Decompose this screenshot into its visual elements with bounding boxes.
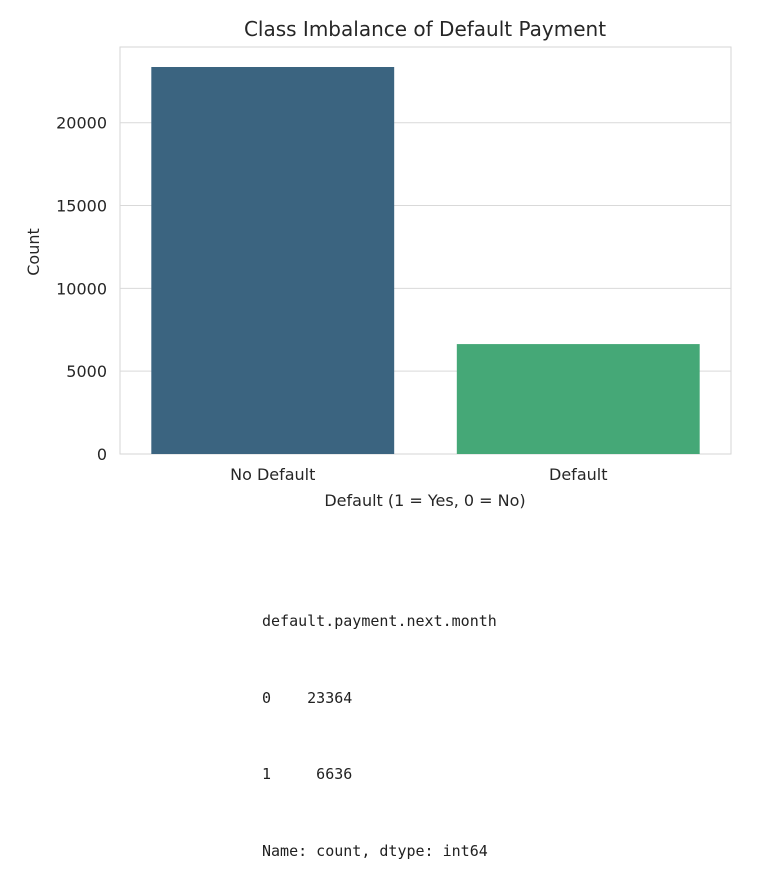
output-line-2: 1 6636 <box>262 765 353 783</box>
output-line-1: 0 23364 <box>262 688 353 707</box>
y-tick-labels: 0 5000 10000 15000 20000 <box>56 114 107 464</box>
y-tick-label: 0 <box>97 445 107 464</box>
y-tick-label: 15000 <box>56 197 107 216</box>
bar-no-default <box>151 67 395 454</box>
bar-default <box>456 344 700 454</box>
console-output: default.payment.next.month 0 23364 1 663… <box>262 558 497 890</box>
output-line-0: default.payment.next.month <box>262 612 497 630</box>
x-tick-label: Default <box>549 465 607 484</box>
output-line-3: Name: count, dtype: int64 <box>262 841 488 860</box>
bars <box>151 67 700 454</box>
y-axis-label: Count <box>24 228 43 276</box>
y-tick-label: 20000 <box>56 114 107 133</box>
x-tick-labels: No Default Default <box>230 465 607 484</box>
x-tick-label: No Default <box>230 465 315 484</box>
chart-title: Class Imbalance of Default Payment <box>244 17 606 41</box>
x-axis-label: Default (1 = Yes, 0 = No) <box>324 491 525 510</box>
y-tick-label: 5000 <box>66 362 107 381</box>
bar-chart: Class Imbalance of Default Payment 0 5000… <box>24 17 732 510</box>
y-tick-label: 10000 <box>56 279 107 298</box>
